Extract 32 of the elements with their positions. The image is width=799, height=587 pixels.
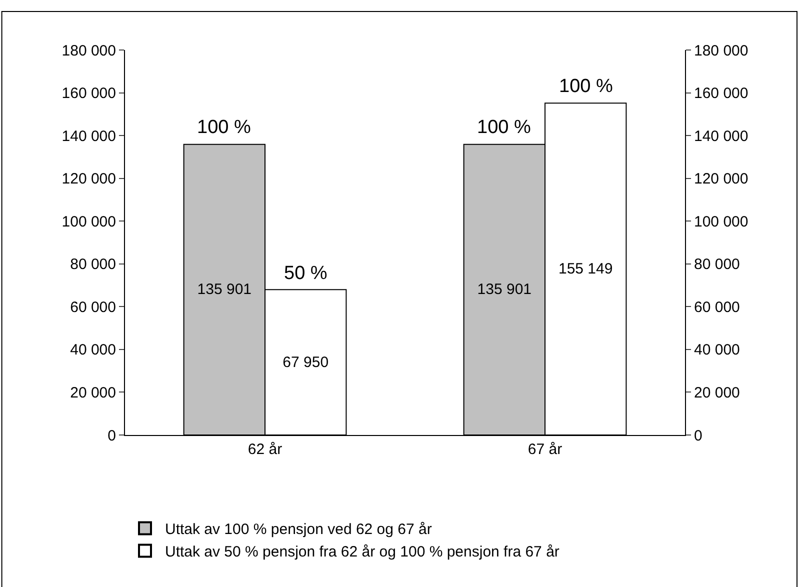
y2-tick-label: 120 000 (694, 170, 748, 188)
y-tick-label: 40 000 (70, 342, 116, 359)
y-tick-label: 60 000 (70, 298, 116, 316)
annotation: 100 % (477, 117, 531, 138)
data-label: 67 950 (282, 354, 329, 371)
y-tick-label: 140 000 (62, 128, 116, 145)
y-tick-label: 160 000 (62, 85, 116, 102)
y2-tick-label: 180 000 (694, 42, 748, 60)
y2-tick-label: 0 (694, 427, 702, 444)
y-tick-label: 20 000 (70, 384, 116, 402)
data-label: 135 901 (477, 281, 532, 298)
annotation: 100 % (559, 76, 613, 97)
y2-tick-label: 160 000 (694, 85, 748, 102)
y2-tick-label: 60 000 (694, 298, 740, 316)
y2-tick-label: 140 000 (694, 128, 748, 145)
y-tick-label: 80 000 (70, 256, 116, 274)
annotation: 50 % (284, 263, 328, 284)
y-tick-label: 0 (108, 427, 116, 444)
x-tick-label: 67 år (528, 441, 562, 458)
y-tick-label: 180 000 (62, 42, 116, 60)
y2-tick-label: 100 000 (694, 213, 748, 230)
legend-label: Uttak av 50 % pensjon fra 62 år og 100 % pensjon fra 67 år (165, 544, 560, 561)
data-label: 135 901 (197, 281, 252, 298)
y2-tick-label: 40 000 (694, 342, 740, 359)
annotation: 100 % (197, 117, 251, 138)
data-label: 155 149 (558, 260, 613, 278)
y2-tick-label: 20 000 (694, 384, 740, 402)
x-tick-label: 62 år (248, 441, 282, 458)
y-tick-label: 120 000 (62, 170, 116, 188)
y-tick-label: 100 000 (62, 213, 116, 230)
legend-label: Uttak av 100 % pensjon ved 62 og 67 år (165, 521, 432, 538)
y2-tick-label: 80 000 (694, 256, 740, 274)
